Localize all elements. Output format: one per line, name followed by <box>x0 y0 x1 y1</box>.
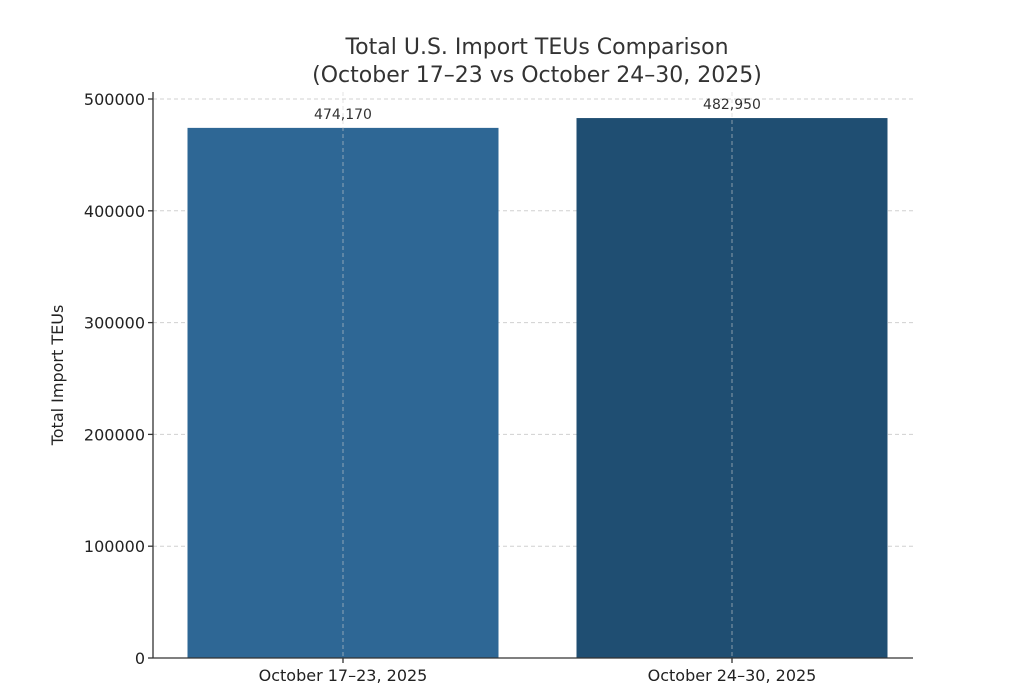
data-label: 474,170 <box>314 107 372 123</box>
y-axis-label: Total Import TEUs <box>48 305 67 447</box>
x-tick-label: October 17–23, 2025 <box>259 666 428 685</box>
y-tick-label: 0 <box>135 649 145 668</box>
chart-subtitle: (October 17–23 vs October 24–30, 2025) <box>312 63 762 88</box>
y-tick-label: 500000 <box>84 90 145 109</box>
y-tick-label: 200000 <box>84 425 145 444</box>
data-label: 482,950 <box>703 97 761 113</box>
y-tick-label: 300000 <box>84 314 145 333</box>
x-tick-label: October 24–30, 2025 <box>648 666 817 685</box>
chart-title: Total U.S. Import TEUs Comparison <box>344 35 728 60</box>
y-tick-label: 100000 <box>84 537 145 556</box>
y-tick-label: 400000 <box>84 202 145 221</box>
